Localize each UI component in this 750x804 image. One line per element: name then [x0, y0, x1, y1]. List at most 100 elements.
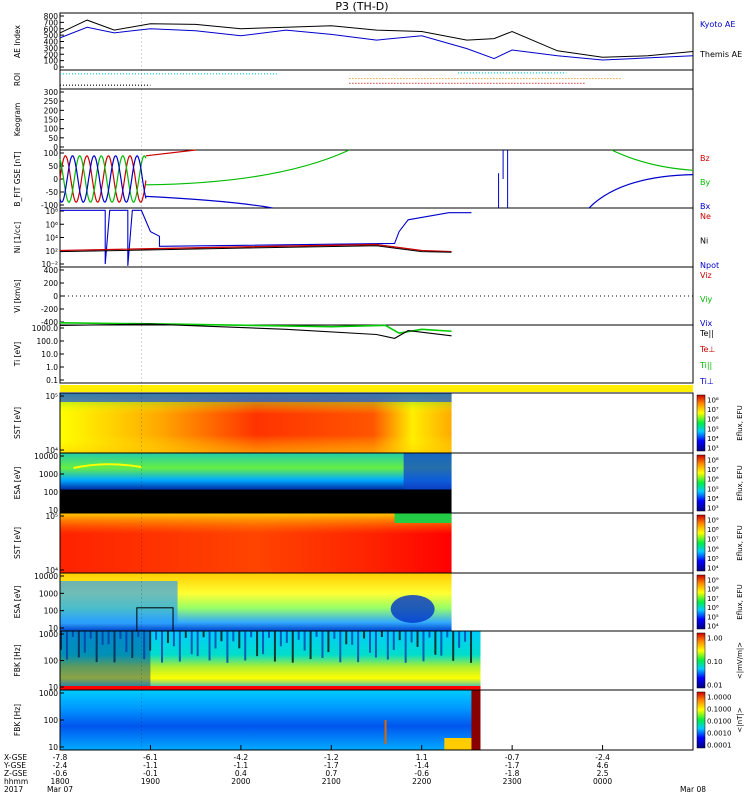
- ephem-x: -0.7: [505, 753, 520, 762]
- esa-elec-colorbar-tick: 10⁵: [707, 613, 719, 621]
- ae-ytick-label: 100: [44, 57, 59, 66]
- sst-ion-colorbar-label: Eflux, EFU: [736, 405, 744, 440]
- time-label: 2200: [412, 777, 431, 786]
- ae-ylabel: AE Index: [13, 24, 22, 57]
- fbk-e-stripe: [428, 631, 431, 638]
- fbk-e-stripe: [309, 631, 312, 660]
- fbk-b-colorbar-tick: 0.0100: [707, 718, 732, 726]
- fbk-e-stripe: [279, 631, 282, 647]
- fbk-e-bottom: [60, 686, 481, 690]
- esa-elec-colorbar: [696, 574, 706, 630]
- sst-ion-colorbar-tick: 10³: [707, 445, 719, 453]
- fbk-e-stripe: [256, 631, 259, 657]
- esa-ion-ytick-label: 10: [48, 506, 58, 515]
- temperature-ytick-label: 1.0: [46, 363, 58, 372]
- fbk-e-stripe: [149, 631, 152, 651]
- density-ytick-label: 10²: [45, 247, 58, 256]
- sst-ion-ytick-label: 10⁴: [45, 446, 58, 455]
- fbk-e-stripe: [178, 631, 181, 662]
- fbk-e-stripe: [107, 631, 110, 645]
- fbk-e-stripe: [303, 631, 306, 651]
- time-label: 2300: [503, 777, 522, 786]
- ae-ytick-label: 200: [44, 50, 59, 59]
- ephem-x: -1.2: [324, 753, 339, 762]
- fbk-e-stripe: [458, 631, 461, 648]
- ephem-y: -1.1: [234, 761, 249, 770]
- fbk-e-stripe: [297, 631, 300, 640]
- temperature-ytick-label: 100.0: [37, 337, 59, 346]
- temperature-legend-entry: Ti⊥: [699, 377, 714, 386]
- temp-te: [59, 323, 452, 339]
- sst-elec-colorbar-tick: 10⁸: [707, 526, 719, 534]
- fbk-e-stripe: [452, 631, 455, 661]
- fbk-e-stripe: [214, 631, 217, 649]
- esa-elec-blue-a: [60, 581, 178, 623]
- fbk-e-stripe: [250, 631, 253, 638]
- fbk-e-stripe: [220, 631, 223, 642]
- fbk-e-stripe: [71, 631, 74, 637]
- ae-series-0: [59, 26, 694, 61]
- keogram-ytick-label: 300: [44, 88, 59, 97]
- fbk-b-colorbar-tick: 0.0010: [707, 730, 732, 738]
- ephem-z: 0.7: [325, 769, 337, 778]
- fbk-e-colorbar: [696, 632, 706, 689]
- density-ni: [59, 245, 452, 253]
- keogram-ytick-label: 100: [44, 125, 59, 134]
- bfit-legend-entry: By: [700, 178, 710, 187]
- density-ytick-label: 10⁸: [45, 207, 58, 216]
- velocity-legend-entry: Vix: [700, 319, 713, 328]
- fbk-e-stripe: [285, 631, 288, 643]
- time-label: 2100: [322, 777, 341, 786]
- sst-ion-colorbar-tick: 10⁸: [707, 397, 719, 405]
- sst-ion-colorbar-tick: 10⁶: [707, 416, 719, 424]
- roi-ylabel: ROI: [13, 73, 22, 86]
- ephem-z: 2.5: [597, 769, 609, 778]
- bfit-bz-rise: [145, 149, 196, 157]
- fbk-e-stripe: [434, 631, 437, 655]
- esa-ion-ytick-label: 100: [44, 488, 59, 497]
- bfit-ytick-label: 0: [53, 175, 58, 184]
- sst-ion-ylabel: SST [eV]: [13, 407, 22, 439]
- ephem-z: -1.8: [505, 769, 520, 778]
- fbk-e-colorbar-tick: 1.00: [707, 635, 723, 643]
- bfit-by-wave: [59, 155, 147, 203]
- keogram-ytick-label: 50: [48, 134, 58, 143]
- ae-ytick-label: 700: [44, 18, 59, 27]
- fbk-e-stripe: [83, 631, 86, 653]
- fbk-e-stripe: [404, 631, 407, 663]
- fbk-e-stripe: [226, 631, 229, 663]
- time-label: 2000: [231, 777, 250, 786]
- ae-legend-kyoto: Kyoto AE: [700, 20, 735, 29]
- temperature-frame: [59, 324, 694, 384]
- fbk-e-stripe: [161, 631, 164, 663]
- keogram-ytick-label: 150: [44, 116, 59, 125]
- sst-elec-colorbar-tick: 10⁶: [707, 545, 719, 553]
- velocity-ytick-label: -400: [41, 318, 58, 327]
- ae-ytick-label: 0: [53, 63, 58, 72]
- ae-frame: [59, 12, 694, 71]
- bfit-legend-entry: Bx: [700, 202, 710, 211]
- density-legend-entry: Ne: [700, 212, 711, 221]
- ephem-x: -7.8: [53, 753, 68, 762]
- fbk-b-colorbar-tick: 0.1000: [707, 706, 732, 714]
- fbk-e-stripe: [60, 631, 62, 650]
- fbk-e-stripe: [119, 631, 122, 639]
- density-ytick-label: 10⁻²: [41, 260, 58, 269]
- keogram-ytick-label: 200: [44, 106, 59, 115]
- bfit-by-rise: [145, 149, 350, 186]
- fbk-e-early: [60, 631, 151, 690]
- esa-ion-colorbar-tick: 10⁴: [707, 495, 719, 503]
- esa-ion-colorbar-tick: 10⁷: [707, 466, 719, 474]
- ephem-y: 4.6: [597, 761, 609, 770]
- fbk-e-stripe: [273, 631, 276, 662]
- esa-ion-trace: [73, 463, 142, 469]
- velocity-ytick-label: 200: [44, 279, 59, 288]
- sst-elec-shade: [60, 513, 452, 573]
- ephem-y: -1.7: [324, 761, 339, 770]
- fbk-b-ytick-label: 1000: [39, 689, 58, 698]
- sst-elec-top: [394, 513, 452, 523]
- keogram-ytick-label: 250: [44, 97, 59, 106]
- ephem-z: 0.4: [235, 769, 247, 778]
- fbk-e-stripe: [196, 631, 199, 657]
- sst-elec-colorbar-tick: 10⁷: [707, 536, 719, 544]
